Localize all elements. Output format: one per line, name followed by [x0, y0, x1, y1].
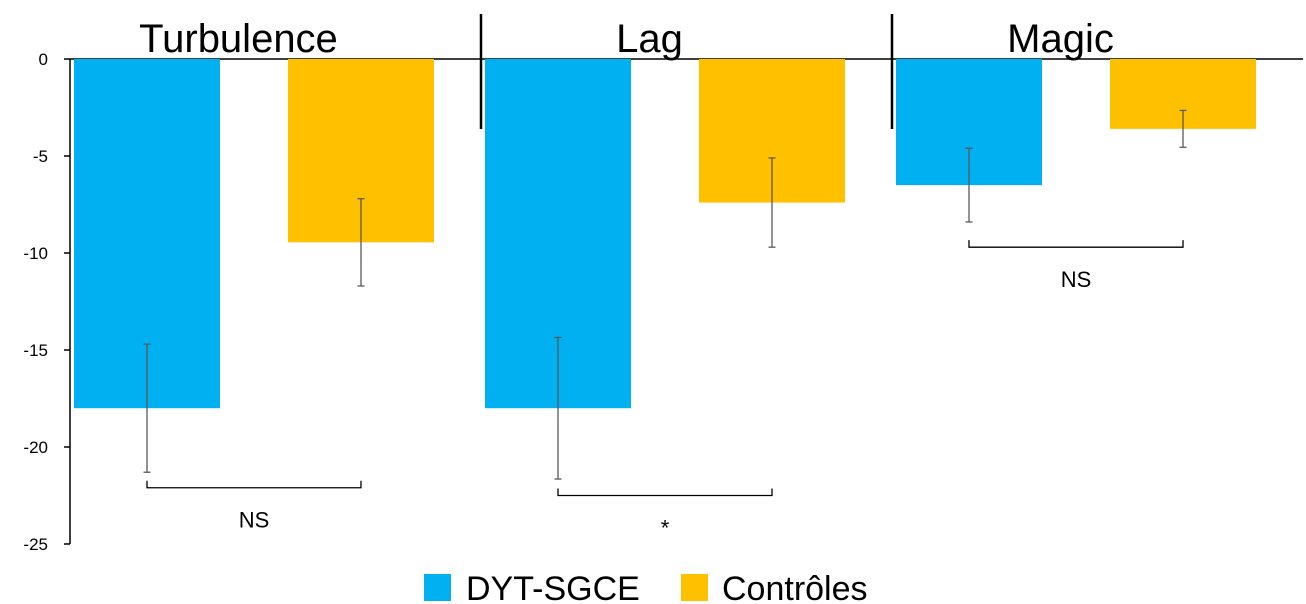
category-label: Turbulence: [139, 17, 338, 61]
significance-bracket: [557, 488, 773, 497]
legend-swatch: [424, 574, 451, 601]
significance-markers: NS * NS: [146, 240, 1184, 541]
significance-label: *: [661, 516, 670, 541]
y-axis: 0 -5 -10 -15 -20 -25: [23, 50, 1303, 554]
category-label: Magic: [1007, 17, 1114, 61]
legend: DYT-SGCE Contrôles: [424, 570, 868, 604]
legend-label: DYT-SGCE: [466, 570, 640, 604]
y-tick-label: -5: [33, 147, 48, 166]
y-tick-label: -10: [23, 244, 48, 263]
y-tick-label: -15: [23, 341, 48, 360]
category-labels: Turbulence Lag Magic: [139, 17, 1114, 61]
significance-bracket: [968, 240, 1184, 248]
y-tick-label: 0: [39, 50, 48, 69]
legend-label: Contrôles: [722, 570, 868, 604]
significance-label: NS: [239, 508, 270, 533]
error-bars: [143, 109, 1187, 480]
category-label: Lag: [616, 17, 683, 61]
legend-swatch: [681, 574, 708, 601]
significance-label: NS: [1061, 267, 1092, 292]
significance-bracket: [146, 480, 362, 489]
y-tick-label: -25: [23, 535, 48, 554]
bars: [74, 59, 1256, 409]
group-separators: [479, 14, 894, 129]
y-tick-label: -20: [23, 438, 48, 457]
